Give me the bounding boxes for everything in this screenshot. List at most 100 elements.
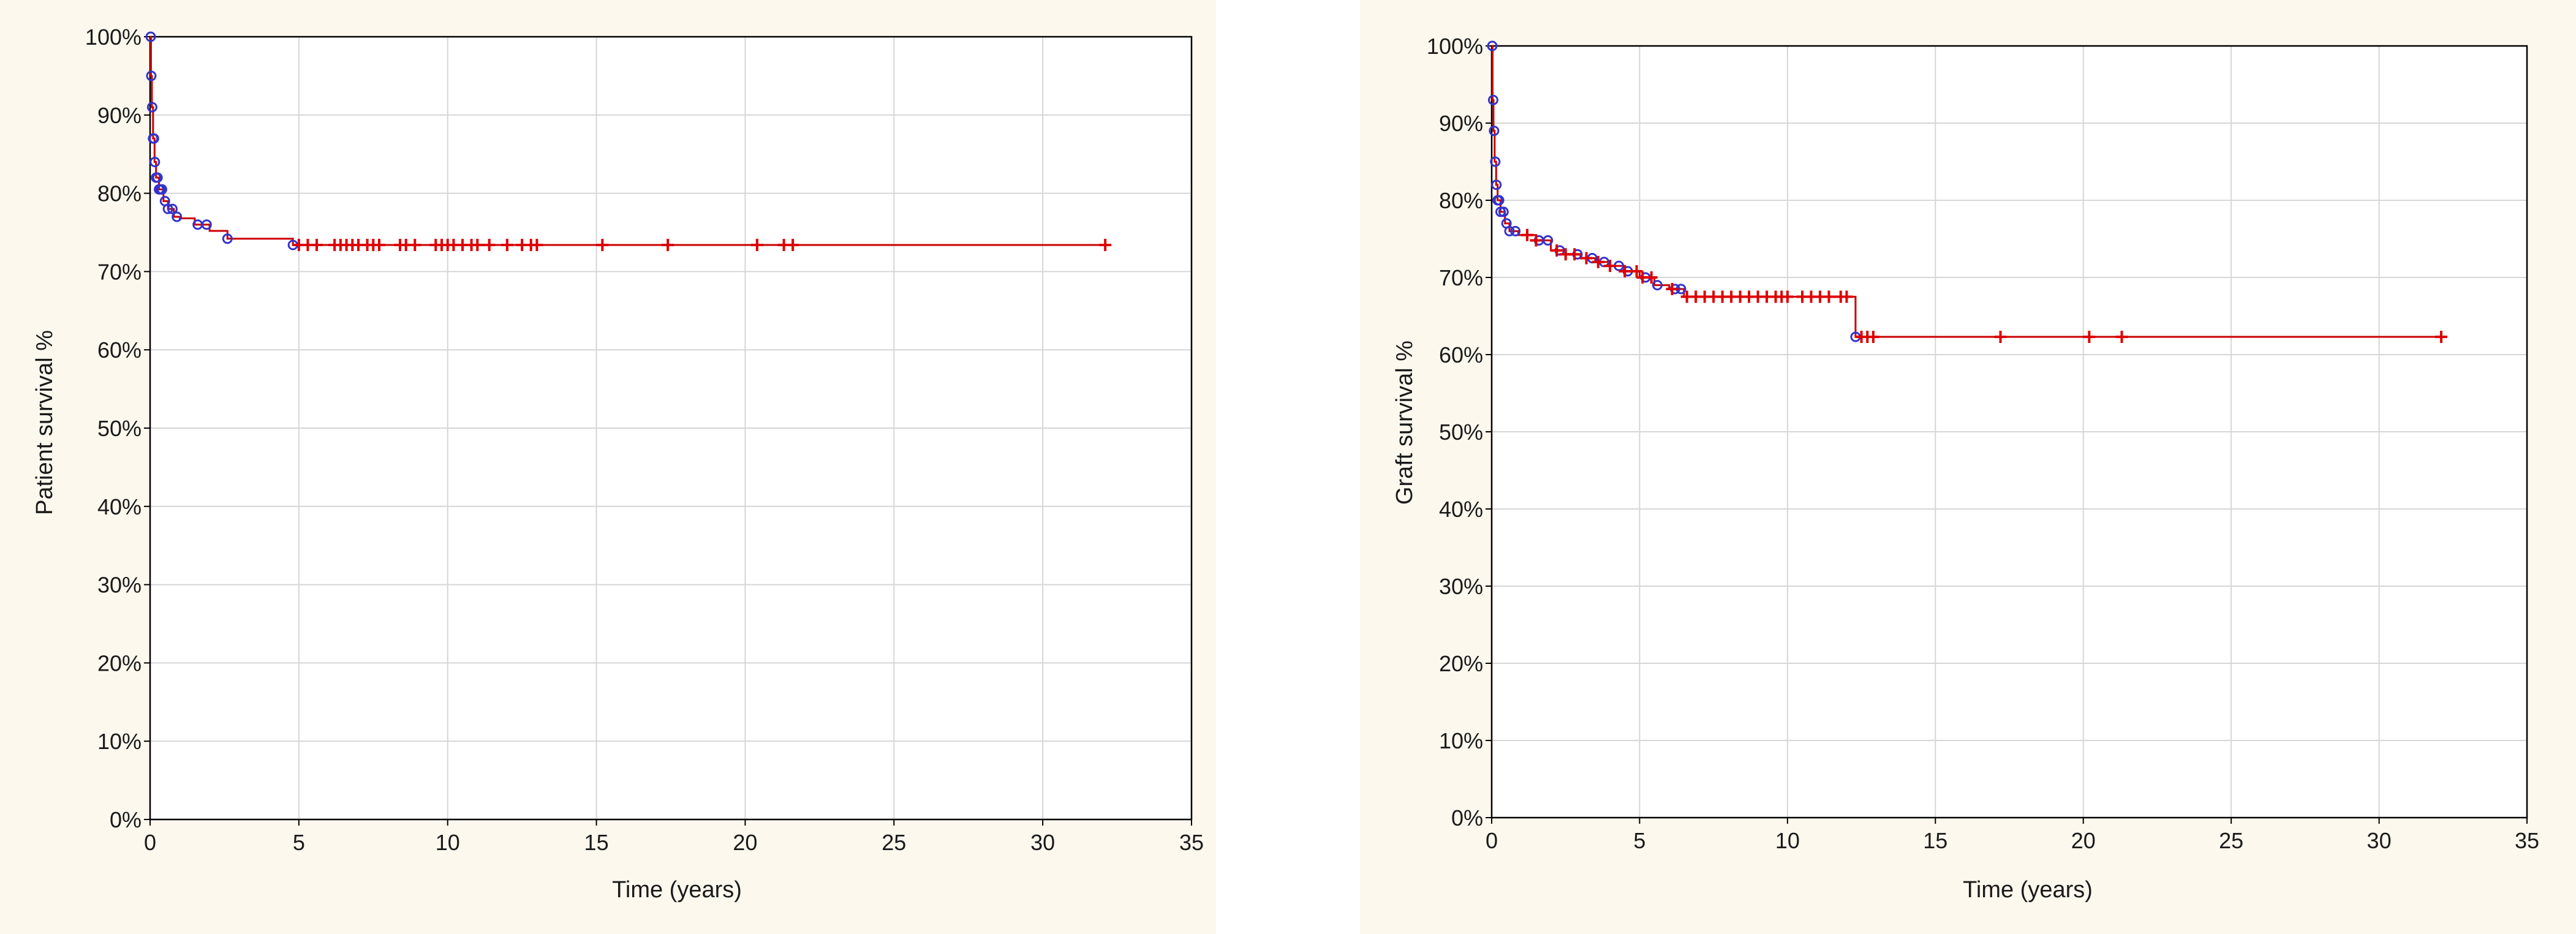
censor-marker	[531, 238, 543, 251]
censor-marker	[483, 238, 496, 251]
censor-marker	[409, 238, 421, 251]
censor-marker	[1604, 260, 1617, 273]
censor-marker	[662, 238, 674, 251]
y-tick-label: 20%	[97, 650, 142, 676]
y-tick-label: 80%	[97, 181, 142, 206]
y-tick-label: 40%	[1439, 497, 1483, 522]
event-marker	[1652, 280, 1663, 291]
x-tick-label: 20	[2071, 828, 2096, 853]
y-tick-label: 60%	[97, 337, 142, 363]
x-tick-label: 10	[1775, 828, 1800, 853]
censor-marker	[1666, 282, 1679, 295]
censor-marker	[1520, 228, 1533, 241]
event-marker	[152, 172, 163, 183]
y-tick-label: 70%	[1439, 265, 1483, 290]
event-marker	[146, 70, 157, 81]
y-tick-label: 80%	[1439, 188, 1483, 213]
censor-marker	[1551, 244, 1563, 257]
event-marker	[145, 31, 156, 42]
event-marker	[222, 233, 233, 244]
graft-survival-panel: Time (years) Graft survival % 0 5 10 15 20 25…	[1360, 0, 2576, 934]
x-tick-label: 5	[1633, 828, 1645, 853]
x-tick-label: 35	[2515, 828, 2539, 853]
censor-marker	[1630, 265, 1643, 277]
event-marker	[1489, 126, 1500, 137]
censor-marker	[1592, 255, 1604, 268]
censor-marker	[750, 238, 763, 251]
censor-marker	[311, 238, 323, 251]
censor-marker	[1840, 290, 1853, 303]
plot-frame	[1490, 45, 2528, 819]
y-tick-label: 50%	[97, 416, 142, 441]
event-marker	[1510, 225, 1521, 236]
censor-marker	[373, 238, 385, 251]
censor-marker	[471, 238, 484, 251]
x-axis-label: Time (years)	[612, 877, 742, 903]
event-marker	[162, 203, 173, 214]
x-tick-label: 0	[1486, 828, 1498, 853]
survival-step-line	[149, 36, 1106, 246]
x-tick-label: 25	[2219, 828, 2243, 853]
x-tick-label: 15	[1923, 828, 1947, 853]
event-marker	[1487, 40, 1498, 51]
y-axis-label: Graft survival %	[1392, 341, 1418, 505]
x-tick-label: 25	[882, 830, 906, 855]
event-marker	[1487, 94, 1498, 105]
x-tick-label: 30	[1030, 830, 1055, 855]
y-tick-label: 10%	[97, 729, 142, 754]
censor-marker	[2115, 331, 2128, 344]
censor-marker	[1994, 331, 2007, 344]
y-tick-label: 100%	[85, 24, 142, 50]
censor-marker	[1867, 331, 1879, 344]
event-marker	[1494, 195, 1505, 206]
patient-survival-chart: Time (years) Patient survival % 0 5 10 15 20…	[32, 24, 1204, 903]
censor-marker	[1530, 234, 1543, 247]
x-tick-label: 20	[733, 830, 757, 855]
x-tick-label: 35	[1179, 830, 1204, 855]
censor-marker	[2434, 331, 2447, 344]
event-marker	[1495, 206, 1506, 217]
censor-marker	[1580, 252, 1593, 265]
censor-marker	[1099, 238, 1112, 251]
x-tick-label: 15	[584, 830, 609, 855]
event-marker	[1490, 156, 1501, 167]
x-tick-label: 5	[293, 830, 305, 855]
censor-marker	[1568, 248, 1581, 261]
event-marker	[172, 211, 183, 222]
event-marker	[1543, 235, 1554, 246]
censor-marker	[500, 238, 513, 251]
event-marker	[1498, 206, 1509, 217]
x-tick-label: 30	[2367, 828, 2392, 853]
x-axis-label: Time (years)	[1963, 877, 2093, 903]
censor-marker	[1781, 290, 1794, 303]
censor-marker	[1822, 290, 1835, 303]
censor-marker	[787, 238, 799, 251]
y-tick-label: 20%	[1439, 651, 1483, 676]
y-tick-label: 60%	[1439, 342, 1483, 367]
y-tick-label: 10%	[1439, 728, 1483, 753]
y-tick-label: 0%	[110, 807, 142, 832]
x-tick-label: 10	[436, 830, 460, 855]
y-tick-label: 90%	[1439, 111, 1483, 136]
censor-marker	[1645, 271, 1658, 284]
event-marker	[1504, 225, 1515, 236]
censor-marker	[1618, 265, 1631, 277]
y-tick-label: 100%	[1427, 34, 1483, 59]
event-marker	[201, 219, 212, 230]
y-axis-label: Patient survival %	[32, 330, 58, 515]
patient-survival-panel: Time (years) Patient survival % 0 5 10 15 20…	[0, 0, 1216, 934]
y-tick-label: 30%	[97, 573, 142, 598]
event-marker	[149, 156, 161, 167]
y-tick-label: 0%	[1451, 805, 1483, 830]
censor-marker	[596, 238, 609, 251]
y-tick-label: 70%	[97, 259, 142, 284]
y-tick-label: 50%	[1439, 420, 1483, 445]
event-marker	[1491, 179, 1502, 190]
event-marker	[146, 102, 157, 113]
graft-survival-chart: Time (years) Graft survival % 0 5 10 15 20 25…	[1392, 34, 2539, 903]
event-marker	[156, 184, 167, 195]
censor-marker	[2083, 331, 2096, 344]
event-marker	[167, 203, 178, 214]
y-tick-label: 40%	[97, 494, 142, 519]
y-tick-label: 90%	[97, 103, 142, 128]
